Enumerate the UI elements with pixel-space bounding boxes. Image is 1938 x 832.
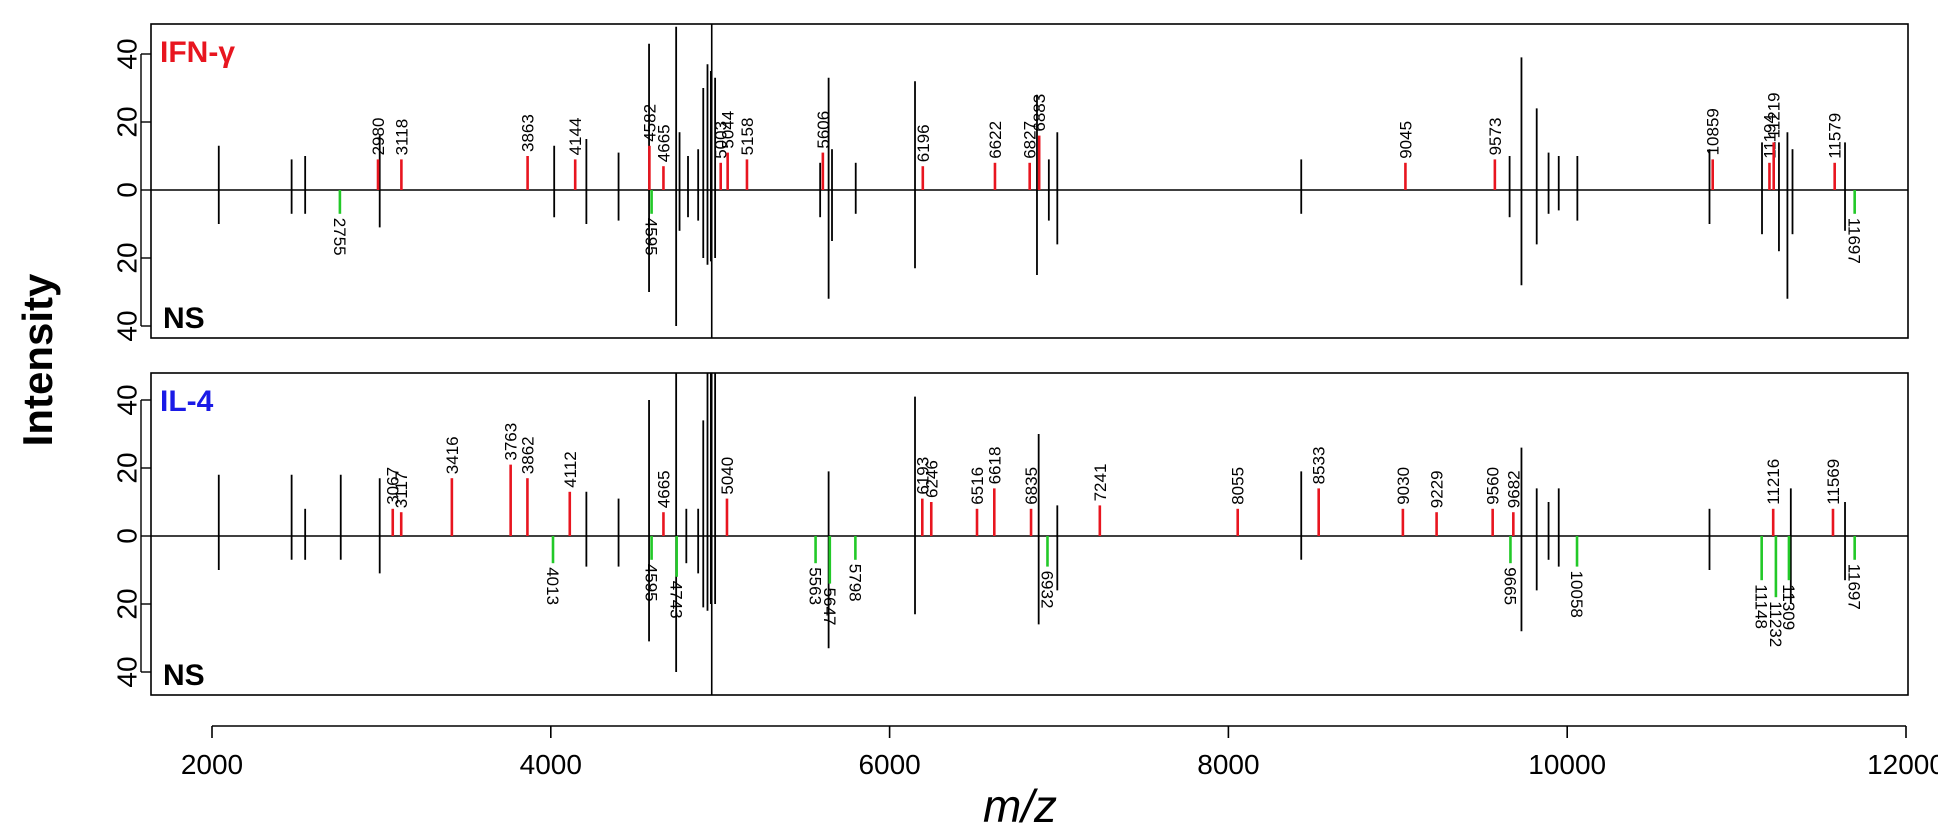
up-peak-label: 8533 <box>1310 447 1329 485</box>
up-peak-label: 6246 <box>922 460 941 498</box>
up-peak-label: 6835 <box>1022 467 1041 505</box>
y-tick-label: 0 <box>111 528 142 544</box>
panel-frame-ifn <box>150 23 1909 339</box>
up-peak-label: 6883 <box>1030 94 1049 132</box>
up-peak-label: 3067 <box>384 467 403 505</box>
y-tick-label: 40 <box>111 310 142 341</box>
down-peak-label: 11309 <box>1779 584 1798 630</box>
down-peak-label: 11697 <box>1845 218 1864 264</box>
up-peak-label: 11579 <box>1826 113 1845 159</box>
up-peak-label: 10859 <box>1704 108 1723 155</box>
up-peak-label: 6516 <box>968 467 987 505</box>
down-peak-label: 5798 <box>845 564 864 602</box>
up-peak-label: 11216 <box>1764 459 1783 505</box>
down-peak-label: 2755 <box>330 218 349 256</box>
down-peak-label: 5563 <box>806 567 825 605</box>
up-peak-label: 2980 <box>369 118 388 156</box>
down-peak-label: 11148 <box>1752 584 1771 629</box>
y-tick-label: 20 <box>111 106 142 137</box>
x-tick-label: 2000 <box>181 749 243 780</box>
panel-title-il4: IL-4 <box>160 385 214 418</box>
up-peak-label: 11569 <box>1824 459 1843 505</box>
down-peak-label: 4595 <box>642 564 661 602</box>
panel-frame-il4 <box>150 372 1909 696</box>
up-peak-label: 3416 <box>443 436 462 474</box>
y-axis-title: Intensity <box>14 273 61 446</box>
up-peak-label: 3863 <box>519 114 538 152</box>
y-tick-label: 20 <box>111 452 142 483</box>
down-peak-label: 6932 <box>1037 571 1056 609</box>
y-tick-label: 0 <box>111 182 142 198</box>
up-peak-label: 9682 <box>1504 470 1523 508</box>
up-peak-label: 5606 <box>814 111 833 149</box>
down-peak-label: 4013 <box>543 567 562 605</box>
up-peak-label: 3118 <box>392 119 411 156</box>
down-peak-label: 4743 <box>667 581 686 619</box>
up-peak-label: 7241 <box>1091 464 1110 502</box>
up-peak-label: 6618 <box>985 447 1004 485</box>
ns-label-il4: NS <box>163 659 205 692</box>
down-peak-label: 9665 <box>1500 567 1519 605</box>
up-peak-label: 4665 <box>654 124 673 162</box>
up-peak-label: 5044 <box>719 111 738 149</box>
up-peak-label: 5003 <box>712 121 731 159</box>
up-peak-label: 4582 <box>640 104 659 142</box>
y-tick-label: 40 <box>111 384 142 415</box>
down-peak-label: 10058 <box>1567 571 1586 618</box>
up-peak-label: 9573 <box>1486 118 1505 156</box>
x-tick-label: 6000 <box>858 749 920 780</box>
up-peak-label: 6193 <box>913 457 932 495</box>
x-tick-label: 8000 <box>1197 749 1259 780</box>
up-peak-label: 3862 <box>518 436 537 474</box>
up-peak-label: 9045 <box>1396 121 1415 159</box>
up-peak-label: 5158 <box>738 118 757 156</box>
panel-title-ifn: IFN-γ <box>160 36 235 69</box>
up-peak-label: 6827 <box>1021 121 1040 159</box>
down-peak-label: 11697 <box>1845 564 1864 610</box>
y-tick-label: 20 <box>111 588 142 619</box>
x-tick-label: 10000 <box>1528 749 1606 780</box>
up-peak-label: 8055 <box>1229 467 1248 505</box>
y-tick-label: 20 <box>111 242 142 273</box>
up-peak-label: 3117 <box>392 472 411 509</box>
y-tick-label: 40 <box>111 656 142 687</box>
x-tick-label: 4000 <box>520 749 582 780</box>
up-peak-label: 4144 <box>566 118 585 156</box>
up-peak-label: 4665 <box>654 470 673 508</box>
up-peak-label: 6196 <box>914 124 933 162</box>
x-axis-title: m/z <box>983 780 1057 832</box>
up-peak-label: 5040 <box>718 457 737 495</box>
up-peak-label: 11219 <box>1765 92 1784 138</box>
x-tick-label: 12000 <box>1867 749 1938 780</box>
down-peak-label: 11232 <box>1766 601 1785 647</box>
up-peak-label: 9030 <box>1394 467 1413 505</box>
up-peak-label: 9229 <box>1428 470 1447 508</box>
y-tick-label: 40 <box>111 38 142 69</box>
up-peak-label: 3763 <box>502 423 521 461</box>
up-peak-label: 4112 <box>561 451 580 488</box>
ns-label-ifn: NS <box>163 302 205 335</box>
up-peak-label: 6622 <box>986 121 1005 159</box>
down-peak-label: 5647 <box>820 588 839 626</box>
down-peak-label: 4595 <box>642 218 661 256</box>
up-peak-label: 9560 <box>1484 467 1503 505</box>
